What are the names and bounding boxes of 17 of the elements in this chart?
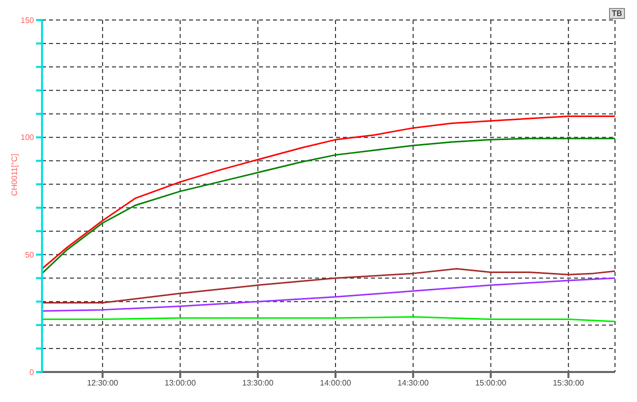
- y-tick-label: 50: [25, 250, 35, 260]
- x-tick-label: 13:00:00: [164, 378, 196, 388]
- y-tick-label: 0: [30, 368, 35, 377]
- x-tick-label: 15:30:00: [552, 378, 585, 388]
- x-tick-label: 13:30:00: [242, 378, 274, 388]
- line-series: [42, 115, 615, 270]
- x-tick-label: 14:00:00: [320, 378, 352, 388]
- line-series: [42, 138, 615, 274]
- x-tick-label: 14:30:00: [398, 378, 430, 388]
- x-tick-label: 12:30:00: [86, 378, 119, 388]
- y-tick-label: 100: [20, 133, 35, 142]
- y-tick-label: 150: [20, 16, 35, 25]
- line-series: [42, 268, 615, 304]
- text: TB: [608, 8, 625, 19]
- x-tick-label: 15:00:00: [475, 378, 507, 388]
- y-axis-title: CH0011[°C]: [10, 154, 19, 196]
- line-series: [42, 277, 615, 312]
